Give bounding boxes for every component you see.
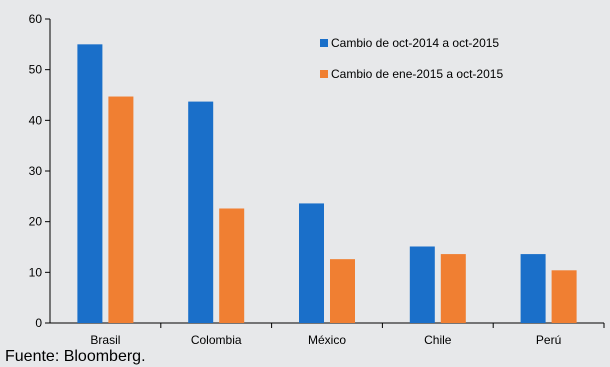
y-tick-label: 40 <box>29 113 43 127</box>
legend-label: Cambio de ene-2015 a oct-2015 <box>331 67 503 81</box>
bar-oct2014 <box>299 203 324 323</box>
bar-oct2014 <box>409 246 435 323</box>
bar-oct2014 <box>520 254 546 323</box>
x-tick-label: Brasil <box>90 333 120 347</box>
y-tick-label: 10 <box>29 265 43 279</box>
y-tick-label: 30 <box>29 164 43 178</box>
bar-ene2015 <box>330 259 355 323</box>
legend-swatch <box>320 70 328 78</box>
bar-ene2015 <box>219 208 245 323</box>
x-tick-label: Perú <box>536 333 561 347</box>
y-tick-label: 60 <box>29 12 43 26</box>
bar-ene2015 <box>551 270 577 323</box>
y-tick-label: 50 <box>29 63 43 77</box>
legend-swatch <box>320 39 328 47</box>
x-tick-label: México <box>308 333 346 347</box>
legend-label: Cambio de oct-2014 a oct-2015 <box>331 36 499 50</box>
bar-ene2015 <box>108 96 134 324</box>
bar-oct2014 <box>188 101 214 323</box>
y-tick-label: 0 <box>35 316 42 330</box>
x-tick-label: Colombia <box>191 333 242 347</box>
x-tick-label: Chile <box>424 333 452 347</box>
y-tick-label: 20 <box>29 215 43 229</box>
bar-oct2014 <box>77 44 103 323</box>
bar-ene2015 <box>440 254 466 323</box>
source-note: Fuente: Bloomberg. <box>5 348 146 365</box>
